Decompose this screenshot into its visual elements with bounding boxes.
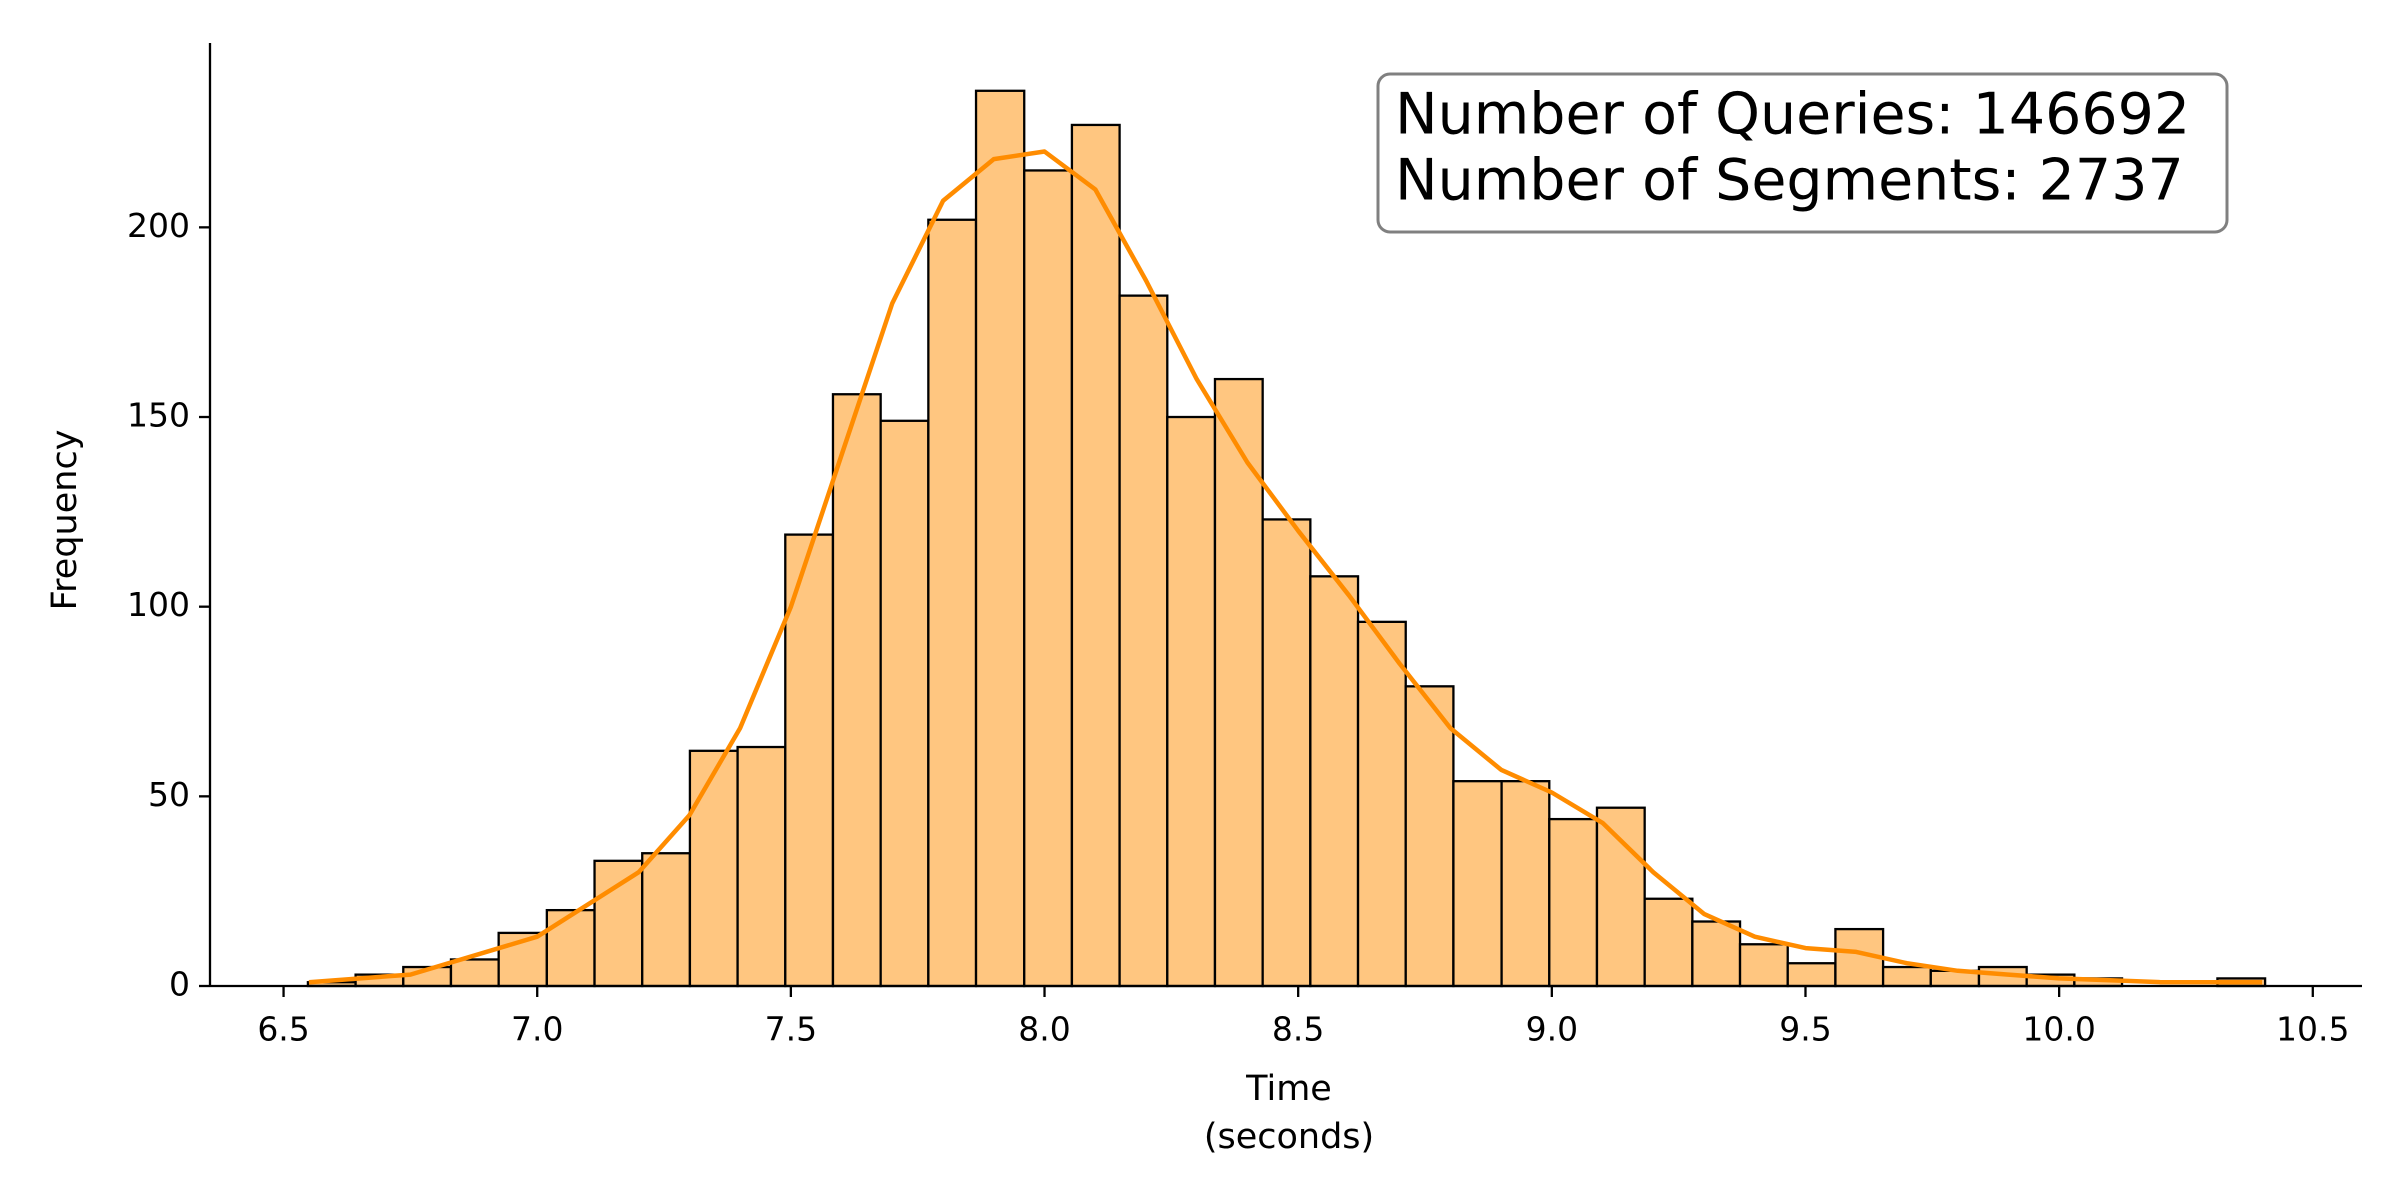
histogram-bar bbox=[784, 533, 835, 988]
histogram-bar bbox=[1643, 897, 1694, 988]
y-tick-label: 150 bbox=[127, 396, 190, 435]
histogram-bar bbox=[688, 749, 739, 988]
kde-line bbox=[308, 149, 2263, 985]
x-tick-label: 10.0 bbox=[2022, 1010, 2095, 1049]
y-tick-label: 0 bbox=[169, 965, 190, 1004]
histogram-bar bbox=[831, 393, 882, 988]
histogram-bar bbox=[1738, 943, 1789, 988]
annotation-line: Number of Queries: 146692 bbox=[1395, 82, 2190, 148]
histogram-bar bbox=[1213, 377, 1264, 988]
histogram-bar bbox=[1452, 780, 1503, 988]
histogram-bar bbox=[1595, 806, 1646, 988]
x-axis-label: Time bbox=[1245, 1069, 1332, 1109]
x-tick-label: 9.0 bbox=[1526, 1010, 1578, 1049]
histogram-bar bbox=[927, 218, 978, 988]
histogram-bar bbox=[593, 859, 644, 988]
x-tick-label: 9.5 bbox=[1779, 1010, 1831, 1049]
y-axis-label: Frequency bbox=[45, 430, 85, 611]
histogram-bar bbox=[1356, 620, 1407, 988]
histogram-bar bbox=[1404, 685, 1455, 988]
x-tick-label: 7.5 bbox=[765, 1010, 817, 1049]
histogram-bar bbox=[1118, 294, 1169, 988]
histogram-bar bbox=[641, 852, 692, 988]
x-axis-label: (seconds) bbox=[1204, 1117, 1374, 1157]
histogram-bar bbox=[1023, 169, 1074, 988]
histogram-bar bbox=[736, 745, 787, 988]
histogram-bar bbox=[879, 419, 930, 988]
histogram-bar bbox=[1691, 920, 1742, 988]
x-tick-label: 8.5 bbox=[1272, 1010, 1324, 1049]
histogram-bar bbox=[1881, 965, 1932, 988]
x-tick-label: 10.5 bbox=[2276, 1010, 2349, 1049]
histogram-bar bbox=[1261, 518, 1312, 988]
histogram-bar bbox=[545, 908, 596, 988]
annotation-box bbox=[1376, 72, 2229, 234]
y-tick-label: 100 bbox=[127, 585, 190, 624]
y-tick-label: 50 bbox=[148, 775, 190, 814]
x-tick-label: 6.5 bbox=[257, 1010, 309, 1049]
x-tick-label: 8.0 bbox=[1018, 1010, 1070, 1049]
x-tick-label: 7.0 bbox=[511, 1010, 563, 1049]
histogram-bar bbox=[1786, 962, 1837, 988]
y-tick-label: 200 bbox=[127, 206, 190, 245]
histogram-bar bbox=[1548, 817, 1599, 988]
annotation-line: Number of Segments: 2737 bbox=[1395, 148, 2184, 214]
histogram-bar bbox=[1070, 123, 1121, 988]
histogram-bar bbox=[1166, 415, 1217, 988]
histogram-bar bbox=[1500, 780, 1551, 988]
histogram-bar bbox=[1309, 575, 1360, 988]
histogram-bar bbox=[974, 89, 1026, 988]
histogram-bar bbox=[449, 958, 500, 988]
